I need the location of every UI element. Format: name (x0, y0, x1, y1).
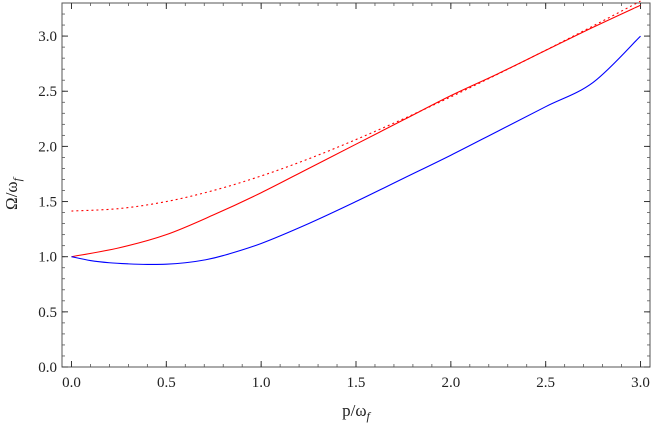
y-tick-label: 0.5 (38, 305, 57, 321)
y-tick-labels: 0.0 0.5 1.0 1.5 2.0 2.5 3.0 (38, 29, 57, 376)
y-tick-label: 0.0 (38, 360, 57, 376)
y-tick-label: 1.5 (38, 195, 57, 211)
y-tick-label: 2.0 (38, 139, 57, 155)
series-lines (71, 0, 641, 265)
x-axis-label-main: p/ω (342, 401, 366, 420)
y-axis-label: Ω/ωf (2, 176, 24, 210)
series-red-dotted-line (71, 0, 641, 212)
series-blue-solid-line (71, 35, 641, 265)
series-red-solid-line (71, 4, 641, 258)
x-tick-label: 0.5 (157, 375, 176, 391)
x-tick-labels: 0.0 0.5 1.0 1.5 2.0 2.5 3.0 (62, 375, 650, 391)
x-tick-label: 1.5 (347, 375, 366, 391)
x-tick-label: 2.0 (441, 375, 460, 391)
y-tick-label: 2.5 (38, 84, 57, 100)
y-axis-label-sub: f (10, 176, 24, 181)
plot-frame (61, 2, 651, 368)
x-tick-label: 2.5 (536, 375, 555, 391)
x-axis-label-sub: f (367, 409, 372, 423)
y-axis-label-main: Ω/ω (2, 181, 21, 210)
x-tick-label: 0.0 (62, 375, 81, 391)
y-tick-label: 1.0 (38, 250, 57, 266)
plot-frame-rect (61, 2, 651, 368)
x-axis-label: p/ωf (342, 401, 371, 423)
x-tick-label: 3.0 (631, 375, 650, 391)
axis-ticks (62, 2, 650, 368)
x-tick-label: 1.0 (252, 375, 271, 391)
y-tick-label: 3.0 (38, 29, 57, 45)
